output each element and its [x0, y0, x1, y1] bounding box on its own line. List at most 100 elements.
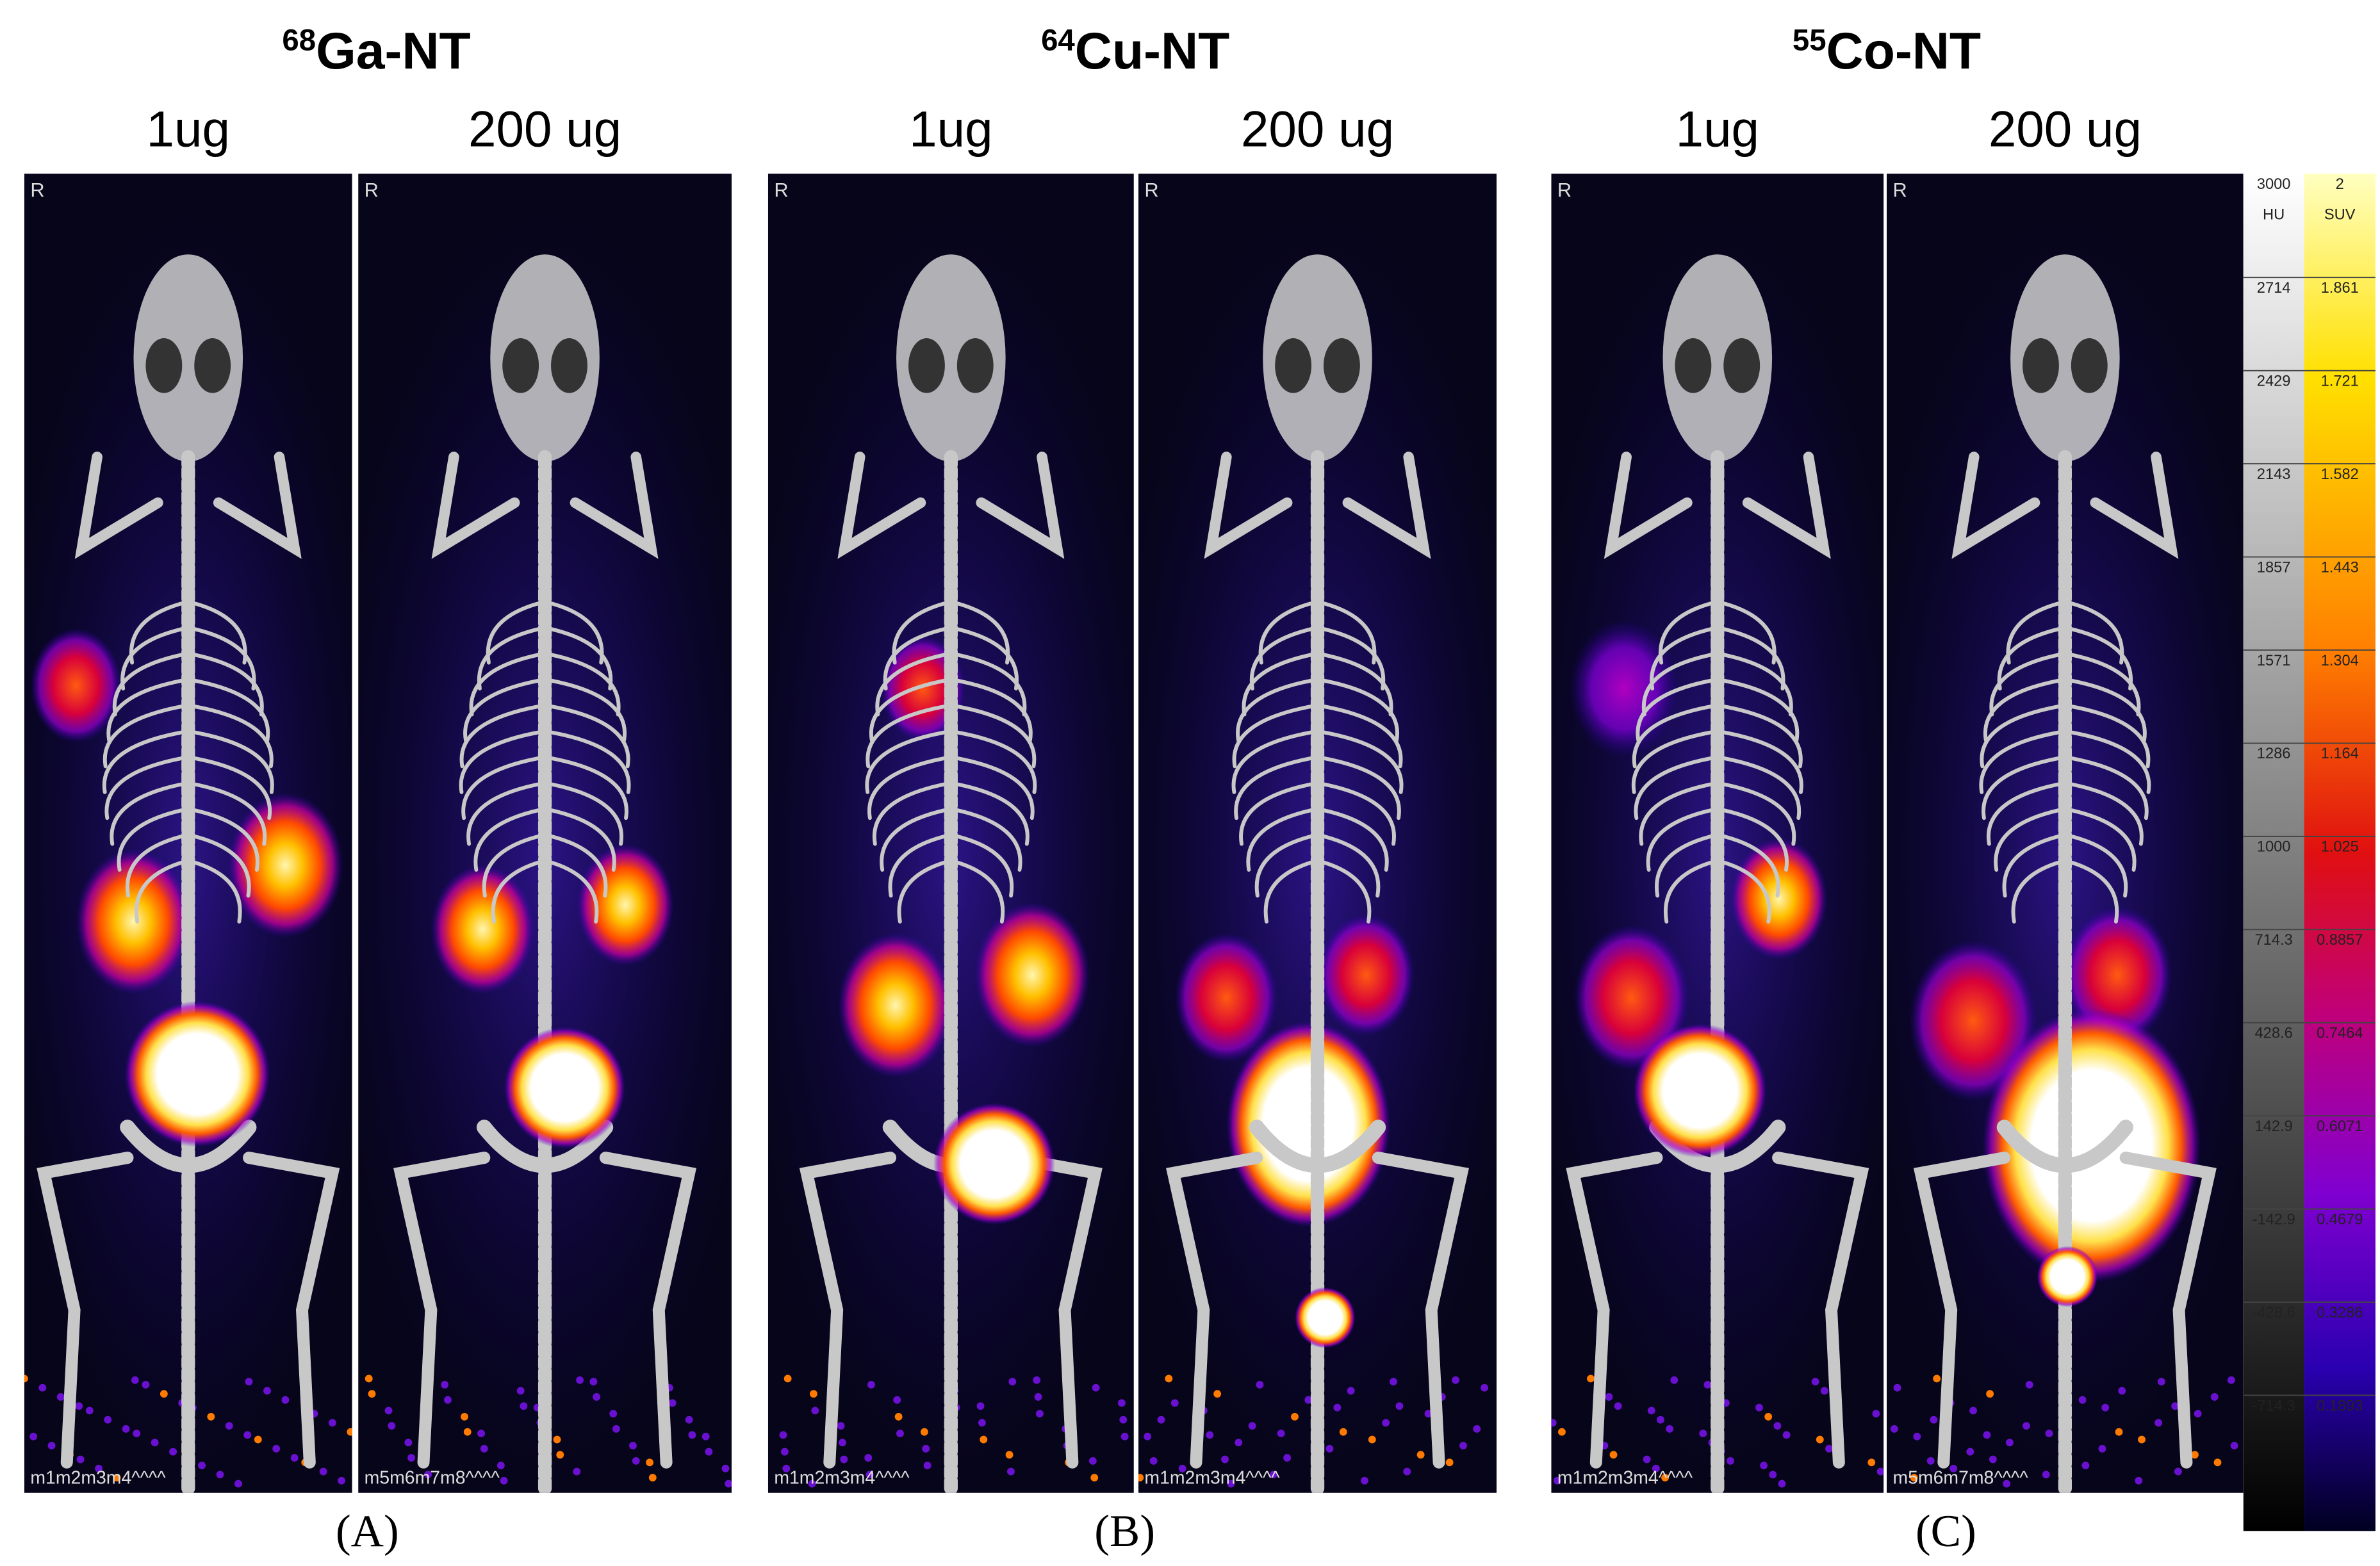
- rib: [120, 625, 190, 691]
- noise-speck: [1605, 1393, 1613, 1401]
- skull-eye: [502, 338, 539, 393]
- noise-speck: [1811, 1378, 1819, 1386]
- scale-tick-label: 1.304: [2321, 653, 2359, 669]
- panel-label: (A): [336, 1506, 399, 1556]
- rib: [2011, 858, 2067, 924]
- noise-speck: [784, 1374, 792, 1383]
- rib: [1236, 677, 1320, 742]
- orientation-marker: R: [30, 179, 44, 201]
- uptake: [837, 933, 953, 1078]
- rib: [872, 781, 953, 846]
- rib: [186, 858, 242, 924]
- uptake: [227, 792, 343, 938]
- noise-speck: [1782, 1431, 1791, 1439]
- noise-speck: [1647, 1407, 1655, 1415]
- scale-tick-label: 714.3: [2255, 932, 2293, 949]
- noise-speck: [1138, 1474, 1144, 1481]
- rib: [482, 833, 547, 898]
- scale-tick-label: 3000: [2257, 176, 2291, 193]
- rib: [1715, 858, 1771, 924]
- skull-eye: [2023, 338, 2059, 393]
- noise-speck: [2042, 1471, 2050, 1479]
- noise-speck: [272, 1444, 281, 1453]
- rib: [491, 858, 547, 924]
- noise-speck: [589, 1378, 598, 1386]
- bladder-uptake: [2037, 1246, 2098, 1307]
- arm: [1204, 452, 1293, 559]
- uptake: [1909, 940, 2037, 1101]
- uptake: [1569, 620, 1679, 758]
- noise-speck: [319, 1467, 327, 1476]
- noise-speck: [1703, 1381, 1712, 1389]
- panel-title: 55Co-NT: [1793, 22, 1981, 80]
- noise-speck: [1926, 1456, 1935, 1465]
- rib: [2063, 806, 2137, 872]
- dose-label: 1ug: [909, 101, 992, 157]
- noise-speck: [328, 1419, 336, 1427]
- pelvis: [120, 1120, 257, 1173]
- noise-speck: [142, 1381, 150, 1389]
- noise-speck: [866, 1471, 874, 1479]
- noise-speck: [2115, 1428, 2123, 1436]
- noise-speck: [461, 1412, 468, 1421]
- noise-speck: [1764, 1412, 1773, 1421]
- rib: [949, 625, 1019, 691]
- arm: [976, 452, 1065, 559]
- uptake: [1174, 933, 1278, 1063]
- rib: [1315, 833, 1381, 898]
- scale-tick-label: -428.6: [2253, 1305, 2295, 1321]
- noise-speck: [133, 1430, 141, 1438]
- noise-speck: [780, 1448, 789, 1456]
- rib: [1231, 729, 1320, 794]
- noise-speck: [1986, 1390, 1994, 1398]
- noise-speck: [1416, 1451, 1425, 1459]
- rib: [1315, 703, 1403, 769]
- rib: [880, 806, 953, 872]
- noise-speck: [1966, 1448, 1974, 1456]
- dose-label: 1ug: [147, 101, 230, 157]
- scale-tick-label: 1.164: [2321, 746, 2359, 762]
- rib: [1715, 677, 1800, 742]
- rib: [1232, 703, 1320, 769]
- leg: [1772, 1152, 1869, 1469]
- leg: [1913, 1152, 2011, 1469]
- noise-speck: [1339, 1428, 1347, 1436]
- noise-speck: [198, 1462, 206, 1469]
- noise-speck: [1034, 1393, 1042, 1401]
- noise-speck: [1333, 1403, 1342, 1412]
- rib: [1636, 677, 1719, 742]
- noise-speck: [1092, 1383, 1100, 1392]
- rib: [461, 755, 547, 820]
- rib: [949, 677, 1033, 742]
- noise-speck: [1481, 1383, 1489, 1392]
- noise-speck: [2210, 1393, 2219, 1401]
- noise-speck: [95, 1464, 103, 1472]
- noise-speck: [573, 1467, 581, 1476]
- rib: [1715, 729, 1803, 794]
- rib: [186, 625, 256, 691]
- skull-eye: [1675, 338, 1712, 393]
- arm: [431, 452, 520, 559]
- noise-speck: [837, 1422, 845, 1430]
- rib: [186, 729, 274, 794]
- noise-speck: [556, 1451, 564, 1459]
- rib: [186, 781, 267, 846]
- noise-speck: [2101, 1403, 2110, 1412]
- noise-speck: [893, 1396, 901, 1404]
- noise-speck: [1120, 1432, 1129, 1440]
- noise-speck: [1445, 1458, 1454, 1467]
- uptake: [431, 864, 534, 994]
- noise-speck: [609, 1410, 618, 1418]
- dose-label: 200 ug: [1241, 101, 1394, 157]
- noise-speck: [1553, 1476, 1561, 1485]
- rib: [1715, 651, 1793, 717]
- noise-speck: [976, 1402, 985, 1410]
- image-id: m1m2m3m4^^^^: [1144, 1468, 1280, 1489]
- skull: [490, 254, 600, 462]
- skull-eye: [956, 338, 994, 393]
- noise-speck: [811, 1407, 819, 1415]
- noise-speck: [1989, 1455, 1997, 1464]
- rib: [459, 729, 547, 794]
- rib: [949, 729, 1037, 794]
- noise-speck: [2138, 1435, 2146, 1444]
